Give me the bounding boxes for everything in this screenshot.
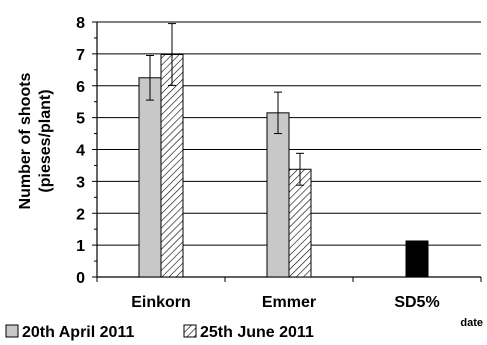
y-tick-label: 2 xyxy=(76,206,85,223)
x-category-label: Einkorn xyxy=(131,294,191,311)
legend-label-april: 20th April 2011 xyxy=(22,324,134,341)
y-tick-label: 3 xyxy=(76,174,85,191)
y-tick-label: 5 xyxy=(76,111,85,128)
y-axis-label-line2: (pieses/plant) xyxy=(37,89,54,192)
y-tick-label: 4 xyxy=(76,143,85,160)
labels: Number of shoots (pieses/plant) date Ein… xyxy=(17,72,483,329)
legend-label-june: 25th June 2011 xyxy=(200,324,314,341)
y-tick-label: 1 xyxy=(76,238,85,255)
y-tick-label: 0 xyxy=(76,270,85,287)
y-axis-label-line1: Number of shoots xyxy=(17,72,34,209)
x-category-label: SD5% xyxy=(394,294,439,311)
bar-sd5 xyxy=(405,240,429,278)
y-tick-label: 8 xyxy=(76,15,85,32)
bars xyxy=(138,23,429,278)
legend-swatch-april xyxy=(5,324,19,338)
bar xyxy=(160,54,184,278)
legend: 20th April 2011 25th June 2011 xyxy=(5,324,314,341)
y-tick-label: 6 xyxy=(76,79,85,96)
x-axis-label: date xyxy=(460,317,483,329)
x-category-label: Emmer xyxy=(262,294,316,311)
legend-swatch-june xyxy=(183,324,197,338)
bar xyxy=(138,77,162,278)
y-tick-label: 7 xyxy=(76,47,85,64)
bar xyxy=(266,112,290,278)
